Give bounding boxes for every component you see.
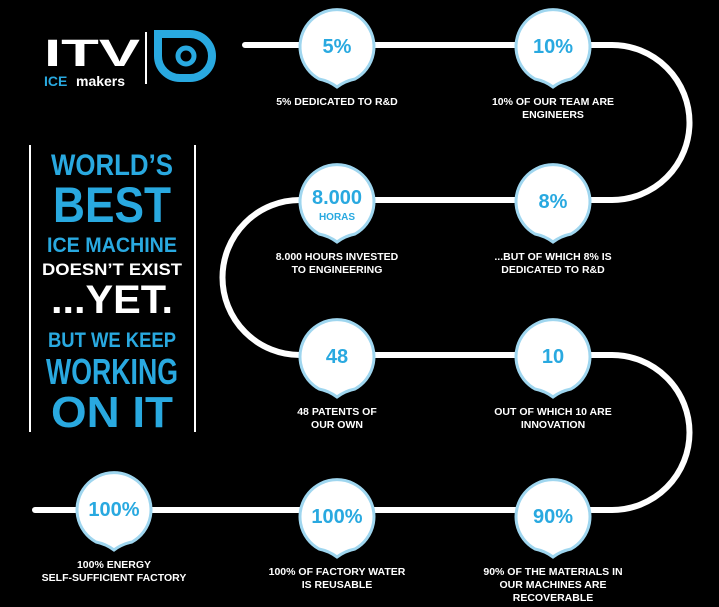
- slogan-line: WORKING: [46, 351, 178, 392]
- milestone-caption: 90% OF THE MATERIALS IN: [483, 566, 622, 578]
- slogan-line: BEST: [53, 177, 171, 233]
- milestone-value: 10: [542, 346, 564, 368]
- milestone-badge: [298, 8, 376, 89]
- milestone-value: 5%: [323, 36, 352, 58]
- milestone-badge: [298, 478, 376, 559]
- milestone-value: 48: [326, 346, 348, 368]
- milestone-unit: HORAS: [319, 212, 355, 223]
- milestone-caption: 100% ENERGY: [77, 559, 151, 571]
- slogan-line: DOESN’T EXIST: [42, 260, 183, 279]
- milestones: 5% 5% DEDICATED TO R&D 10% 10% OF OUR TEAM …: [42, 8, 623, 604]
- logo-mark: [154, 30, 216, 82]
- milestone: 5% 5% DEDICATED TO R&D: [276, 8, 398, 108]
- milestone-caption: 48 PATENTS OF: [297, 406, 377, 418]
- milestone-caption: OUR MACHINES ARE: [500, 579, 607, 591]
- logo-sub-highlight: ICE: [44, 73, 67, 89]
- milestone-caption: INNOVATION: [521, 419, 585, 431]
- slogan-line: BUT WE KEEP: [48, 329, 176, 352]
- milestone-badge: [514, 163, 592, 244]
- logo-brand: ITV: [44, 33, 141, 75]
- milestone-value: 90%: [533, 506, 573, 528]
- slogan-line: ...YET.: [51, 278, 173, 322]
- milestone-value: 100%: [88, 499, 139, 521]
- slogan-line: WORLD’S: [51, 149, 173, 182]
- milestone-value: 100%: [311, 506, 362, 528]
- path-line: [32, 42, 693, 513]
- milestone-caption: 100% OF FACTORY WATER: [269, 566, 406, 578]
- milestone-caption: ...BUT OF WHICH 8% IS: [494, 251, 611, 263]
- milestone-caption: OUT OF WHICH 10 ARE: [494, 406, 611, 418]
- logo-sub: makers: [76, 73, 125, 89]
- milestone-badge: [298, 163, 376, 244]
- milestone-badge: [514, 318, 592, 399]
- milestone-caption: OUR OWN: [311, 419, 363, 431]
- milestone-caption: RECOVERABLE: [513, 592, 594, 604]
- milestone-value: 8%: [539, 191, 568, 213]
- milestone-badge: [514, 8, 592, 89]
- milestone-badge: [298, 318, 376, 399]
- milestone-caption: SELF-SUFFICIENT FACTORY: [42, 572, 187, 584]
- milestone-value: 10%: [533, 36, 573, 58]
- milestone-caption: DEDICATED TO R&D: [501, 264, 605, 276]
- milestone-caption: 10% OF OUR TEAM ARE: [492, 96, 614, 108]
- milestone-caption: IS REUSABLE: [302, 579, 373, 591]
- milestone-caption: TO ENGINEERING: [292, 264, 383, 276]
- milestone-badge: [75, 471, 153, 552]
- milestone-badge: [514, 478, 592, 559]
- slogan-line: ON IT: [51, 388, 173, 437]
- milestone-caption: ENGINEERS: [522, 109, 584, 121]
- milestone-caption: 5% DEDICATED TO R&D: [276, 96, 398, 108]
- milestone-caption: 8.000 HOURS INVESTED: [276, 251, 399, 263]
- slogan-line: ICE MACHINE: [47, 234, 177, 257]
- milestone-value: 8.000: [312, 187, 362, 209]
